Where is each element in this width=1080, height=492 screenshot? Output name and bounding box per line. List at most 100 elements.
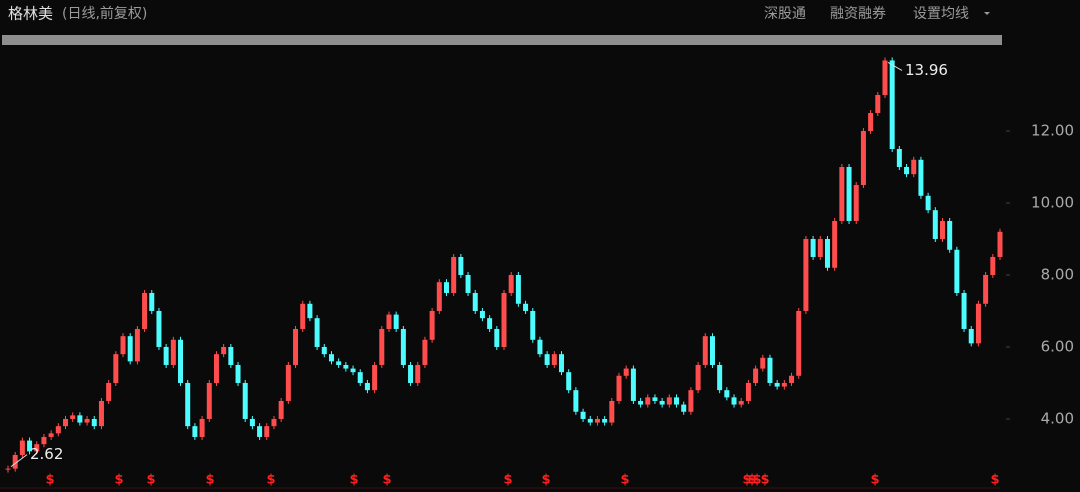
candle-body [709, 336, 715, 365]
candle-body [235, 364, 241, 383]
candle-body [688, 390, 694, 412]
candle-body [932, 210, 938, 239]
dropdown-arrow[interactable] [984, 12, 990, 15]
event-marker: $ [870, 473, 879, 488]
y-tick-label: 4.00 [1041, 409, 1074, 427]
action[interactable]: 设置均线 [913, 6, 969, 22]
candle-body [156, 310, 162, 347]
candle-body [321, 346, 327, 355]
candle-body [257, 426, 263, 437]
candle-body [789, 375, 795, 383]
candle-body [91, 418, 97, 427]
candle-body [379, 328, 385, 365]
event-marker: $ [990, 473, 999, 488]
candle-body [408, 364, 414, 383]
candle-body [84, 418, 90, 423]
candle-body [530, 310, 536, 340]
candle-body [774, 382, 780, 387]
candle-body [357, 372, 363, 383]
candle-body [803, 238, 809, 311]
candle-body [652, 397, 658, 401]
candle-body [523, 303, 529, 311]
action[interactable]: 深股通 [764, 6, 806, 22]
candle-body [674, 397, 680, 405]
candle-body [638, 400, 644, 405]
candle-body [113, 354, 119, 383]
candle-body [494, 328, 500, 347]
event-marker: $ [752, 473, 761, 488]
candle-body [77, 415, 83, 423]
event-marker: $ [114, 473, 123, 488]
action[interactable]: 融资融券 [830, 6, 886, 22]
y-tick-label: 6.00 [1041, 337, 1074, 355]
chart-mode: (日线,前复权) [62, 5, 147, 22]
candle-body [149, 292, 155, 311]
y-tick-label: 12.00 [1031, 121, 1074, 139]
candle-body [393, 314, 399, 329]
annotation-label: 2.62 [30, 445, 63, 463]
candle-body [27, 440, 33, 452]
candle-body [501, 292, 507, 347]
candle-body [70, 415, 76, 419]
candle-body [336, 361, 342, 365]
candle-body [968, 328, 974, 344]
candle-body [609, 400, 615, 423]
candle-body [458, 256, 464, 275]
candle-body [487, 318, 493, 329]
candle-body [695, 364, 701, 391]
candle-body [206, 382, 212, 419]
candle-body [98, 400, 104, 427]
candle-body [760, 357, 766, 369]
annotation-arrow [887, 62, 903, 71]
y-tick-label: 10.00 [1031, 193, 1074, 211]
candle-body [372, 364, 378, 391]
candle-body [472, 292, 478, 311]
candle-body [163, 346, 169, 365]
candle-body [810, 238, 816, 257]
candle-body [817, 238, 823, 257]
annotation-arrow [10, 454, 28, 468]
candle-body [753, 368, 759, 383]
candle-body [875, 94, 881, 113]
candle-body [594, 418, 600, 423]
candle-body [781, 382, 787, 387]
candle-body [120, 336, 126, 355]
event-marker: $ [620, 473, 629, 488]
candle-body [824, 238, 830, 268]
candle-body [839, 166, 845, 221]
candle-body [228, 346, 234, 365]
event-marker: $ [45, 473, 54, 488]
candle-body [429, 310, 435, 340]
candle-body [415, 364, 421, 383]
candle-body [63, 418, 69, 427]
candle-body [34, 444, 40, 452]
candle-body [702, 336, 708, 365]
candle-body [19, 440, 25, 455]
candle-body [508, 274, 514, 293]
candle-body [860, 130, 866, 185]
candle-body [889, 60, 895, 149]
candle-body [551, 354, 557, 365]
candle-body [717, 364, 723, 391]
candle-body [868, 112, 874, 131]
candle-body [666, 397, 672, 405]
candle-body [853, 184, 859, 221]
candle-body [278, 400, 284, 419]
event-marker: $ [747, 473, 756, 488]
candle-body [285, 364, 291, 401]
candle-body [832, 220, 838, 268]
candle-body [55, 426, 61, 434]
candle-body [983, 274, 989, 304]
candle-body [364, 382, 370, 391]
candle-body [882, 60, 888, 95]
candle-body [731, 397, 737, 405]
candle-body [925, 195, 931, 211]
candle-body [975, 303, 981, 344]
candle-body [681, 404, 687, 412]
candle-body [300, 303, 306, 329]
candle-body [343, 364, 349, 369]
candle-body [400, 328, 406, 365]
candle-body [386, 314, 392, 329]
event-marker: $ [503, 473, 512, 488]
candle-body [645, 397, 651, 405]
